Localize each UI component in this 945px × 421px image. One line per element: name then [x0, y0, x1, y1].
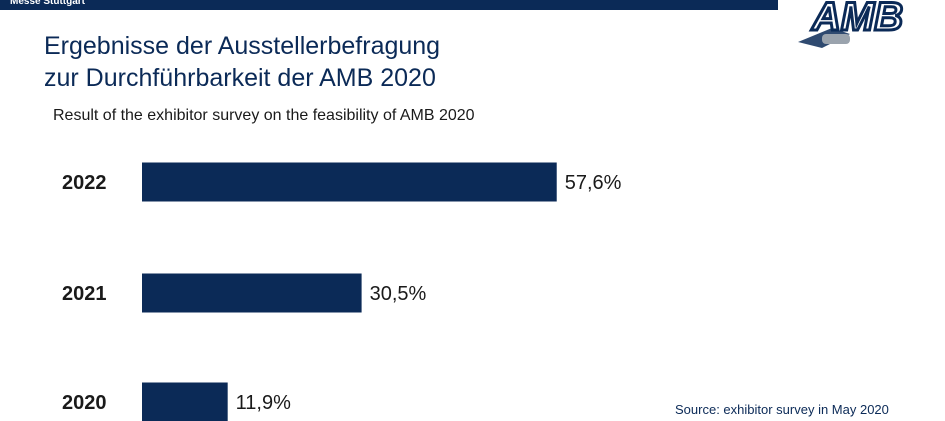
page-subtitle: Result of the exhibitor survey on the fe…: [53, 107, 475, 124]
bar-2022: [142, 162, 557, 202]
bar-2021: [142, 273, 362, 313]
value-label-2020: 11,9%: [236, 392, 291, 414]
category-label-2020: 2020: [62, 392, 107, 414]
amb-logo: AMB: [798, 0, 905, 48]
logo-cylinder-shape: [822, 34, 850, 44]
category-label-2022: 2022: [62, 172, 107, 194]
bar-2020: [142, 382, 228, 421]
category-label-2021: 2021: [62, 283, 107, 305]
source-note: Source: exhibitor survey in May 2020: [675, 402, 889, 417]
header-bar-label: Messe Stuttgart: [10, 0, 86, 7]
value-label-2021: 30,5%: [370, 283, 427, 305]
title-line-2: zur Durchführbarkeit der AMB 2020: [44, 64, 436, 92]
value-label-2022: 57,6%: [565, 172, 622, 194]
header-bar: Messe Stuttgart: [0, 0, 778, 10]
title-line-1: Ergebnisse der Ausstellerbefragung: [44, 32, 441, 60]
page-title: Ergebnisse der Ausstellerbefragung zur D…: [44, 30, 440, 94]
